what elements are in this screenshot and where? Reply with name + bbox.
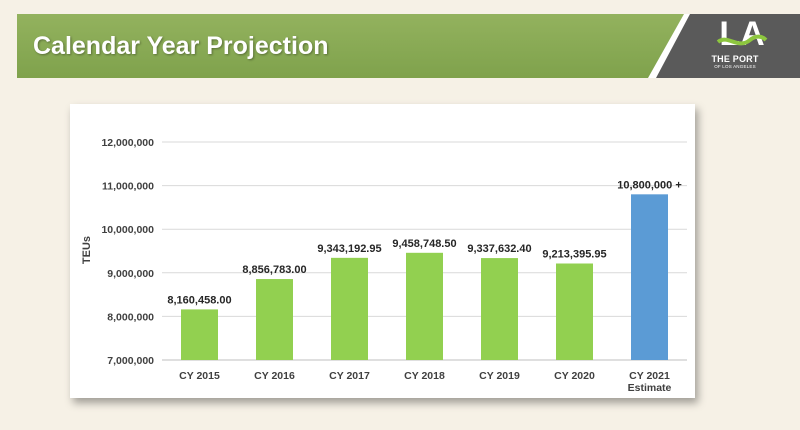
bar xyxy=(256,279,293,360)
data-label: 8,856,783.00 xyxy=(242,264,306,276)
bar-chart: 7,000,000 8,000,000 9,000,000 10,000,000 11,… xyxy=(81,137,687,394)
x-tick-label: CY 2021 xyxy=(629,370,670,382)
data-labels: 8,160,458.00 8,856,783.00 9,343,192.95 9,45… xyxy=(167,179,681,306)
logo-mark: LA xyxy=(719,15,764,53)
y-axis-ticks: 7,000,000 8,000,000 9,000,000 10,000,000 11,… xyxy=(101,137,154,367)
x-tick-label: CY 2020 xyxy=(554,370,595,382)
y-tick-label: 10,000,000 xyxy=(101,224,154,236)
data-label: 9,458,748.50 xyxy=(392,238,456,250)
logo-line1: THE PORT xyxy=(711,54,759,64)
bars xyxy=(181,194,668,360)
bar xyxy=(481,258,518,360)
port-of-la-logo: LA xyxy=(648,14,800,78)
page-title: Calendar Year Projection xyxy=(33,32,329,60)
bar xyxy=(631,194,668,360)
logo-line2: OF LOS ANGELES xyxy=(714,64,756,69)
x-tick-label: CY 2016 xyxy=(254,370,295,382)
x-tick-label: Estimate xyxy=(628,382,672,394)
y-tick-label: 7,000,000 xyxy=(107,355,154,367)
x-axis-ticks: CY 2015 CY 2016 CY 2017 CY 2018 CY 2019 CY 20… xyxy=(179,370,671,394)
bar xyxy=(406,252,443,360)
y-tick-label: 9,000,000 xyxy=(107,268,154,280)
x-tick-label: CY 2018 xyxy=(404,370,445,382)
bar xyxy=(331,257,368,360)
logo-text: THE PORT OF LOS ANGELES xyxy=(700,55,770,70)
data-label: 8,160,458.00 xyxy=(167,294,231,306)
data-label: 10,800,000 + xyxy=(617,179,682,191)
y-tick-label: 11,000,000 xyxy=(102,181,154,193)
data-label: 9,343,192.95 xyxy=(317,243,381,255)
x-tick-label: CY 2015 xyxy=(179,370,220,382)
x-tick-label: CY 2017 xyxy=(329,370,370,382)
logo-wave-icon xyxy=(716,34,768,46)
y-axis-label: TEUs xyxy=(81,236,93,264)
bar xyxy=(556,263,593,360)
data-label: 9,213,395.95 xyxy=(542,248,606,260)
chart-card: 7,000,000 8,000,000 9,000,000 10,000,000 11,… xyxy=(70,104,695,398)
y-tick-label: 12,000,000 xyxy=(101,137,154,149)
y-tick-label: 8,000,000 xyxy=(107,311,154,323)
bar xyxy=(181,309,218,360)
x-tick-label: CY 2019 xyxy=(479,370,520,382)
data-label: 9,337,632.40 xyxy=(467,243,531,255)
